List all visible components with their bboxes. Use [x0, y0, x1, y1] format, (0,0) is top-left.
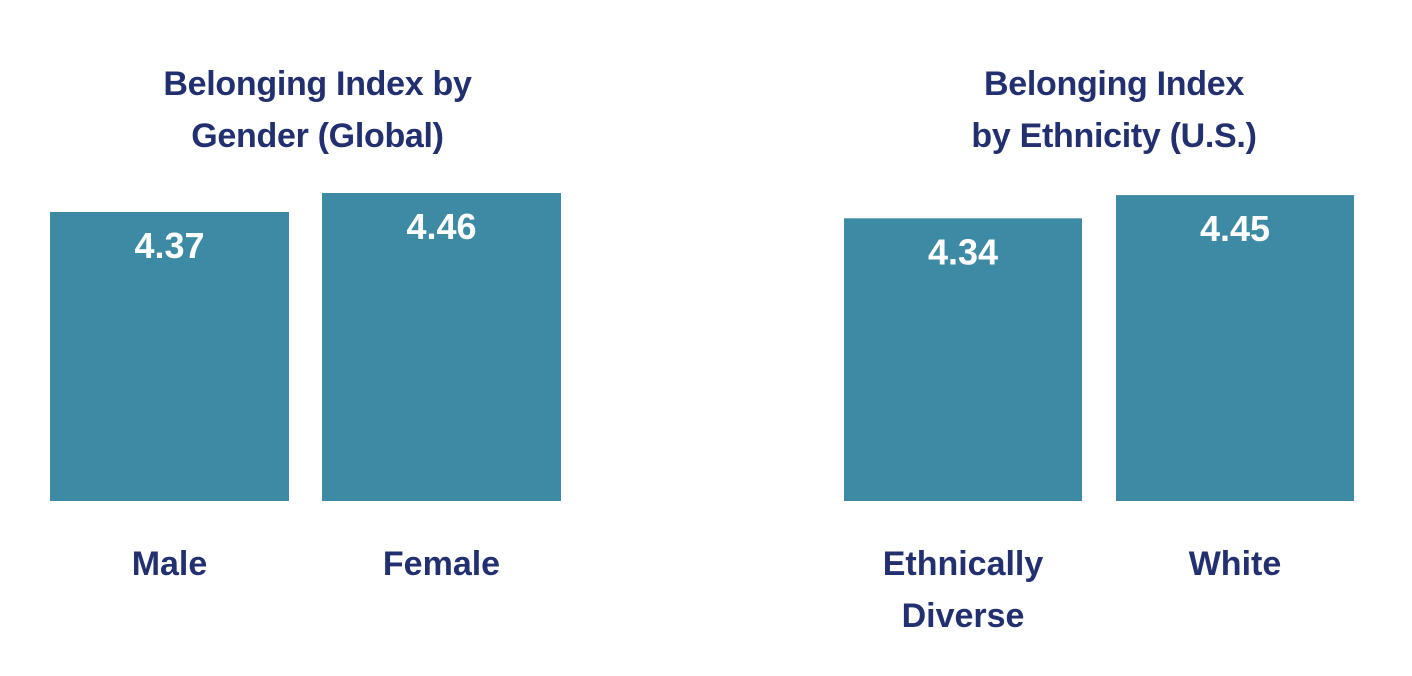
bar-ethnically-diverse: [844, 218, 1082, 501]
chart-title: Belonging Index by Gender (Global): [163, 65, 472, 155]
chart-belonging-by-ethnicity: Belonging Index by Ethnicity (U.S.) 4.34…: [800, 0, 1412, 676]
bar-female: [322, 193, 561, 501]
bar-value-label: 4.34: [928, 231, 998, 272]
bar-plot: 4.37 Male 4.46 Female: [50, 193, 561, 583]
chart-belonging-by-gender: Belonging Index by Gender (Global) 4.37 M…: [0, 0, 610, 676]
category-label: Male: [132, 545, 208, 583]
category-label: Female: [383, 545, 500, 583]
bar-plot: 4.34 Ethnically Diverse 4.45 White: [844, 195, 1354, 635]
bar-white: [1116, 195, 1354, 502]
bar-value-label: 4.45: [1200, 208, 1270, 249]
bar-male: [50, 211, 289, 502]
bar-value-label: 4.46: [406, 206, 476, 247]
category-label: White: [1189, 545, 1282, 583]
bar-value-label: 4.37: [134, 225, 204, 266]
category-label: Ethnically Diverse: [883, 545, 1044, 635]
chart-title: Belonging Index by Ethnicity (U.S.): [971, 65, 1257, 155]
